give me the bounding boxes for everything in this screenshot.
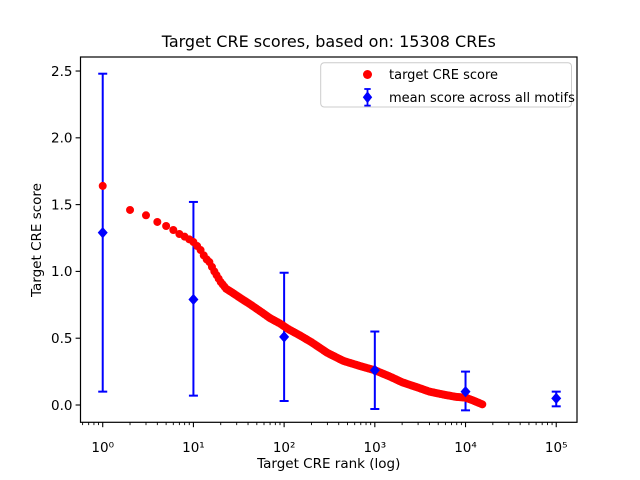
legend-box — [320, 62, 573, 108]
mean-score-diamond — [369, 364, 380, 376]
x-tick-label: 10⁴ — [454, 440, 477, 456]
legend: target CRE score mean score across all m… — [320, 62, 575, 108]
target-score-point — [153, 217, 162, 226]
axes: 10⁰ 10¹ 10² 10³ 10⁴ 10⁵ 0.0 0.5 1.0 1.5 2.0 2.5 — [51, 56, 578, 456]
target-score-point — [162, 221, 171, 230]
x-axis-label: Target CRE rank (log) — [256, 456, 400, 472]
x-tick-label: 10¹ — [182, 440, 205, 456]
x-tick-label: 10² — [273, 440, 296, 456]
y-tick-label: 1.0 — [51, 264, 72, 280]
y-tick-label: 0.0 — [51, 398, 72, 414]
plot-area — [80, 57, 577, 423]
legend-circle-icon — [363, 70, 372, 79]
target-score-point — [478, 400, 487, 409]
legend-label-target-score: target CRE score — [389, 68, 498, 83]
mean-score-diamond — [460, 385, 471, 398]
x-tick-label: 10⁵ — [545, 440, 568, 456]
y-tick-label: 1.5 — [51, 197, 72, 213]
mean-score-diamond — [279, 331, 290, 343]
target-score-point — [98, 181, 107, 190]
y-tick-label: 2.0 — [51, 131, 72, 147]
target-score-point — [169, 225, 178, 234]
target-score-point — [126, 205, 135, 214]
target-score-series — [98, 181, 487, 409]
y-tick-label: 2.5 — [51, 64, 72, 80]
x-tick-label: 10³ — [364, 440, 387, 456]
legend-label-mean-score: mean score across all motifs — [389, 91, 575, 106]
y-tick-label: 0.5 — [51, 331, 72, 347]
plot-frame — [79, 56, 578, 423]
legend-diamond-icon — [362, 91, 373, 104]
x-tick-label: 10⁰ — [91, 440, 114, 456]
chart-title: Target CRE scores, based on: 15308 CREs — [161, 32, 496, 51]
y-axis-label: Target CRE score — [29, 183, 45, 298]
mean-score-diamond — [97, 226, 108, 239]
legend-markers — [362, 70, 373, 107]
mean-score-markers — [97, 226, 562, 405]
mean-score-diamond — [188, 293, 199, 306]
target-score-point — [141, 211, 150, 220]
mean-score-diamond — [551, 392, 562, 405]
